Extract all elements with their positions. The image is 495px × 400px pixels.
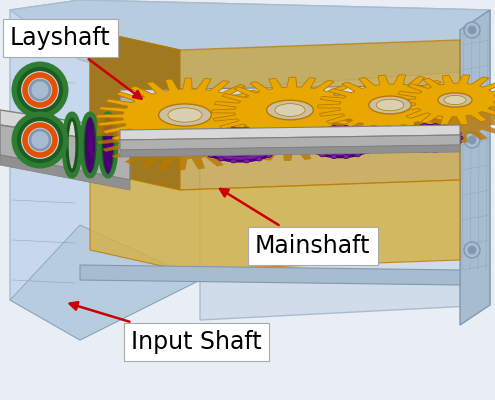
Ellipse shape: [230, 127, 237, 131]
Ellipse shape: [19, 69, 61, 111]
Ellipse shape: [30, 130, 50, 150]
Polygon shape: [0, 155, 130, 190]
Ellipse shape: [267, 100, 313, 120]
Ellipse shape: [244, 127, 249, 131]
Ellipse shape: [85, 117, 95, 173]
Ellipse shape: [412, 147, 418, 151]
Polygon shape: [90, 170, 460, 270]
Ellipse shape: [199, 143, 205, 147]
Ellipse shape: [15, 65, 65, 115]
Ellipse shape: [412, 125, 418, 129]
Polygon shape: [318, 75, 462, 135]
Ellipse shape: [354, 127, 360, 131]
Ellipse shape: [319, 127, 326, 131]
Ellipse shape: [310, 130, 316, 134]
Ellipse shape: [399, 140, 405, 144]
Polygon shape: [97, 115, 273, 170]
Ellipse shape: [19, 119, 61, 161]
Ellipse shape: [364, 130, 370, 134]
Ellipse shape: [422, 124, 428, 128]
Text: Input Shaft: Input Shaft: [70, 302, 262, 354]
Ellipse shape: [230, 159, 237, 163]
Ellipse shape: [30, 80, 50, 100]
Ellipse shape: [370, 135, 376, 139]
Polygon shape: [90, 30, 460, 190]
Ellipse shape: [266, 153, 272, 157]
Ellipse shape: [25, 125, 55, 155]
Ellipse shape: [432, 148, 438, 152]
Circle shape: [468, 136, 476, 144]
Ellipse shape: [215, 134, 265, 156]
Ellipse shape: [103, 116, 113, 174]
Ellipse shape: [354, 153, 360, 157]
Ellipse shape: [376, 99, 404, 111]
Polygon shape: [10, 0, 200, 340]
Polygon shape: [212, 77, 368, 143]
Ellipse shape: [432, 124, 438, 128]
Polygon shape: [120, 125, 460, 140]
Ellipse shape: [410, 130, 450, 146]
Ellipse shape: [275, 104, 305, 116]
Polygon shape: [318, 105, 462, 153]
Ellipse shape: [201, 138, 207, 142]
Polygon shape: [120, 145, 460, 157]
Ellipse shape: [455, 140, 461, 144]
Polygon shape: [80, 0, 490, 320]
Ellipse shape: [370, 145, 376, 149]
Ellipse shape: [201, 148, 207, 152]
Ellipse shape: [372, 140, 378, 144]
Polygon shape: [10, 0, 490, 90]
Circle shape: [464, 242, 480, 258]
Ellipse shape: [168, 108, 202, 122]
Polygon shape: [212, 110, 368, 161]
Ellipse shape: [442, 125, 448, 129]
Ellipse shape: [310, 150, 316, 154]
Polygon shape: [80, 265, 460, 285]
Ellipse shape: [364, 150, 370, 154]
Ellipse shape: [305, 127, 375, 157]
Ellipse shape: [331, 125, 337, 129]
Polygon shape: [120, 85, 460, 97]
Ellipse shape: [25, 75, 55, 105]
Ellipse shape: [273, 138, 279, 142]
Ellipse shape: [422, 148, 428, 152]
Ellipse shape: [442, 147, 448, 151]
Ellipse shape: [256, 129, 262, 133]
Ellipse shape: [317, 132, 363, 152]
Polygon shape: [0, 110, 130, 145]
Ellipse shape: [304, 145, 310, 149]
Ellipse shape: [273, 148, 279, 152]
Ellipse shape: [450, 128, 456, 132]
Ellipse shape: [450, 144, 456, 148]
Text: Layshaft: Layshaft: [10, 26, 142, 99]
Polygon shape: [395, 75, 495, 125]
Polygon shape: [120, 135, 460, 150]
Ellipse shape: [343, 155, 349, 159]
Circle shape: [464, 132, 480, 148]
Ellipse shape: [302, 140, 308, 144]
Ellipse shape: [343, 125, 349, 129]
Ellipse shape: [369, 96, 411, 114]
Polygon shape: [97, 78, 273, 152]
Circle shape: [464, 22, 480, 38]
Ellipse shape: [159, 104, 211, 126]
Ellipse shape: [400, 125, 460, 151]
Ellipse shape: [331, 155, 337, 159]
Ellipse shape: [218, 157, 224, 161]
Ellipse shape: [304, 135, 310, 139]
Ellipse shape: [208, 133, 214, 137]
Polygon shape: [10, 225, 200, 340]
Polygon shape: [90, 30, 180, 190]
Ellipse shape: [15, 115, 65, 165]
Ellipse shape: [319, 153, 326, 157]
Ellipse shape: [399, 132, 405, 136]
Text: Mainshaft: Mainshaft: [220, 189, 370, 258]
Ellipse shape: [457, 136, 463, 140]
Ellipse shape: [244, 159, 249, 163]
Ellipse shape: [455, 132, 461, 136]
Ellipse shape: [202, 129, 278, 161]
Ellipse shape: [275, 143, 281, 147]
Ellipse shape: [404, 144, 410, 148]
Polygon shape: [460, 10, 490, 325]
